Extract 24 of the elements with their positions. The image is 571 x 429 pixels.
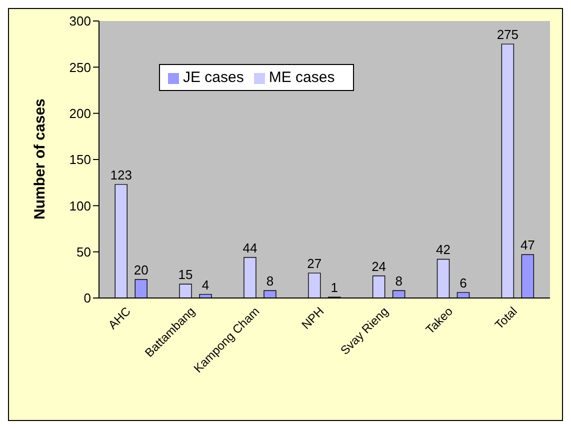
- y-tick-label: 50: [76, 244, 91, 260]
- y-tick-label: 300: [69, 14, 91, 29]
- data-label: 6: [460, 275, 467, 290]
- data-label: 1: [330, 280, 338, 296]
- y-tick-label: 0: [84, 290, 91, 306]
- data-label: 8: [395, 274, 402, 289]
- y-tick-label: 150: [69, 152, 91, 168]
- data-label: 275: [496, 27, 519, 42]
- data-label: 47: [520, 238, 535, 253]
- legend-label: JE cases: [183, 69, 244, 86]
- data-label: 20: [134, 262, 148, 278]
- data-label: 8: [266, 274, 274, 289]
- legend-label: ME cases: [268, 69, 335, 86]
- data-label: 24: [372, 258, 386, 274]
- data-label: 15: [178, 267, 193, 282]
- y-tick-label: 250: [69, 60, 91, 75]
- data-label: 27: [307, 256, 322, 272]
- y-tick-label: 200: [69, 106, 91, 121]
- y-tick-label: 100: [69, 198, 91, 214]
- data-label: 4: [202, 277, 210, 292]
- data-label: 44: [242, 240, 258, 256]
- data-label: 123: [110, 167, 132, 182]
- data-label: 42: [436, 242, 450, 258]
- y-axis-title: Number of cases: [31, 98, 48, 220]
